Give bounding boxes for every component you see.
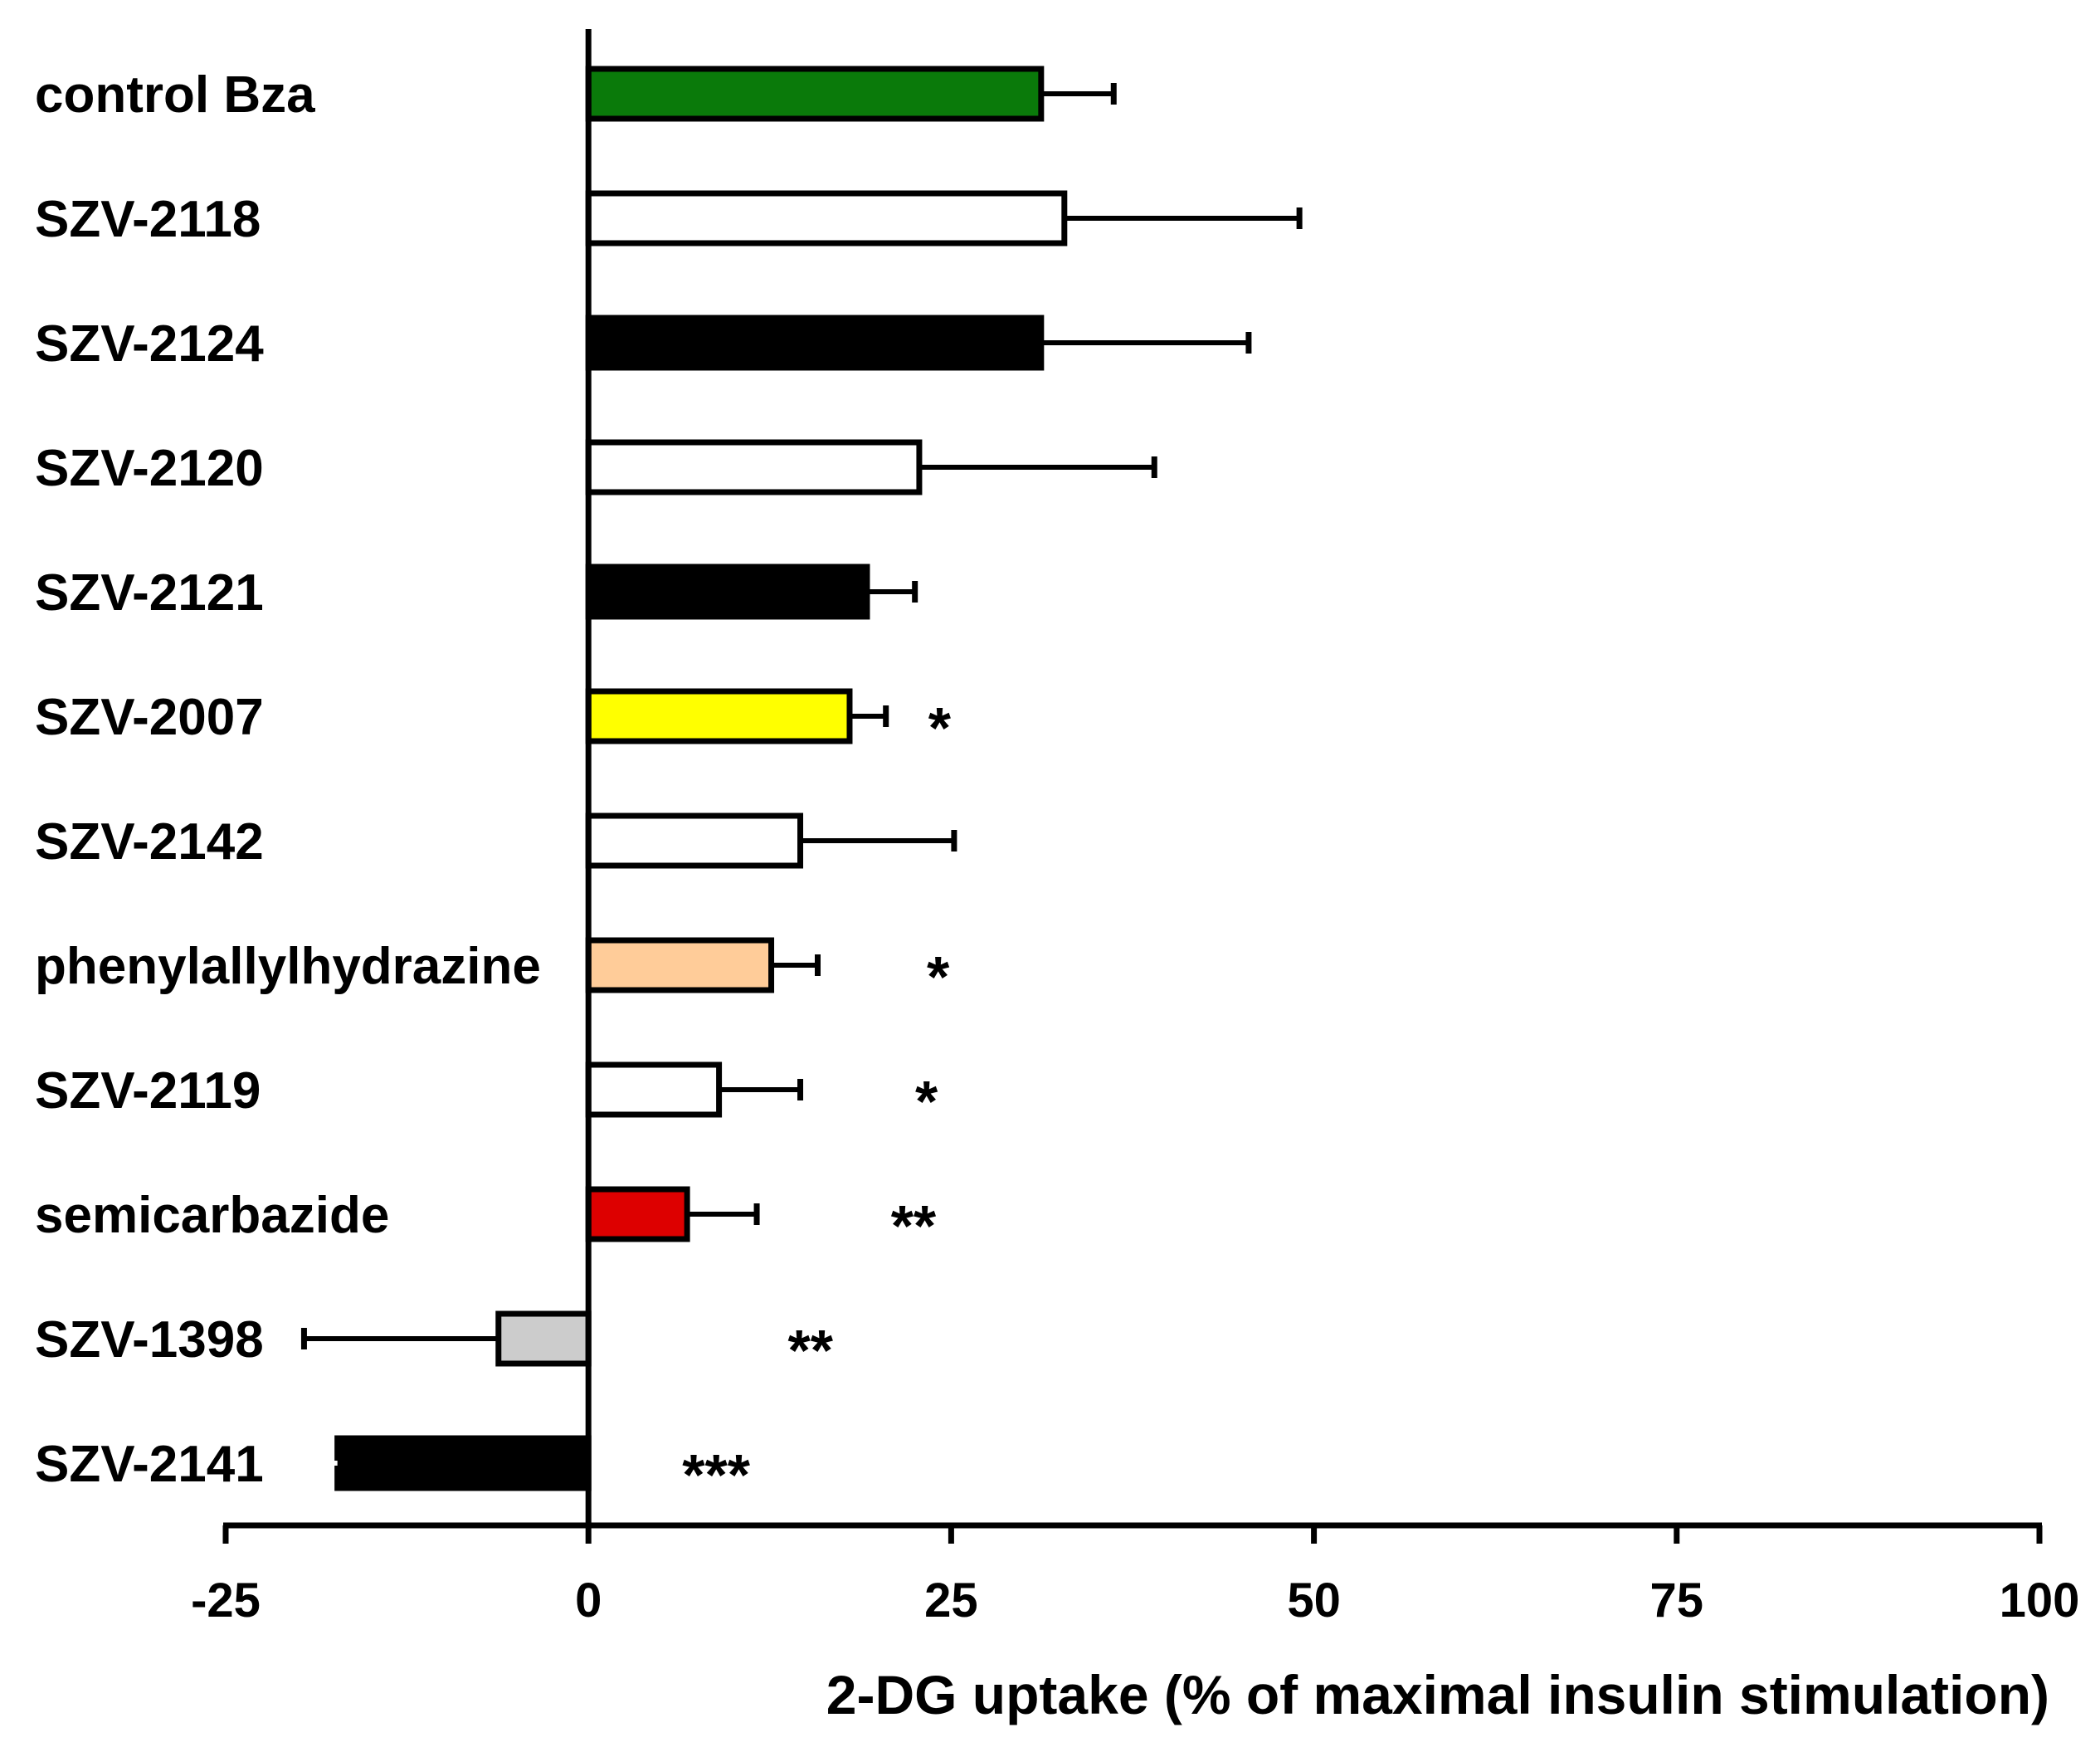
bar-5: [585, 688, 853, 744]
x-tick-label-5: 100: [2000, 1574, 2080, 1627]
bars-layer: [163, 66, 1303, 1491]
significance-marker-8: *: [915, 1069, 938, 1134]
x-tick-label-1: 0: [575, 1574, 602, 1627]
category-label-2: SZV-2124: [35, 315, 264, 373]
category-label-11: SZV-2141: [35, 1436, 264, 1493]
significance-marker-7: *: [927, 944, 950, 1009]
significance-marker-5: *: [928, 695, 952, 760]
bar-3: [585, 439, 923, 495]
bar-7: [585, 937, 775, 993]
category-label-1: SZV-2118: [35, 191, 261, 248]
significance-marker-11: ***: [682, 1442, 750, 1507]
bar-1: [585, 190, 1068, 246]
bar-0: [585, 66, 1045, 122]
bar-8: [585, 1061, 723, 1118]
x-tick-label-2: 25: [924, 1574, 978, 1627]
bar-6: [585, 812, 804, 869]
x-axis-title: 2-DG uptake (% of maximal insulin stimul…: [826, 1664, 2049, 1725]
x-tick-label-3: 50: [1287, 1574, 1341, 1627]
category-label-9: semicarbazide: [35, 1187, 389, 1244]
category-label-10: SZV-1398: [35, 1311, 264, 1369]
bar-2: [585, 315, 1045, 371]
axes-layer: [222, 29, 2043, 1544]
category-label-0: control Bza: [35, 66, 315, 124]
category-label-8: SZV-2119: [35, 1062, 261, 1120]
x-tick-label-4: 75: [1650, 1574, 1704, 1627]
category-label-7: phenylallylhydrazine: [35, 938, 541, 995]
category-label-6: SZV-2142: [35, 813, 264, 871]
category-label-3: SZV-2120: [35, 440, 264, 497]
bar-11: [334, 1435, 592, 1491]
bar-4: [585, 564, 870, 620]
significance-marker-10: **: [788, 1318, 834, 1383]
bar-10: [495, 1310, 592, 1367]
category-label-5: SZV-2007: [35, 689, 264, 746]
bar-9: [585, 1186, 690, 1242]
labels-layer: control Bza SZV-2118 SZV-2124 SZV-2120 SZV-2…: [35, 66, 2079, 1627]
category-label-4: SZV-2121: [35, 564, 264, 622]
significance-marker-9: **: [891, 1193, 937, 1258]
x-tick-label-0: -25: [191, 1574, 261, 1627]
